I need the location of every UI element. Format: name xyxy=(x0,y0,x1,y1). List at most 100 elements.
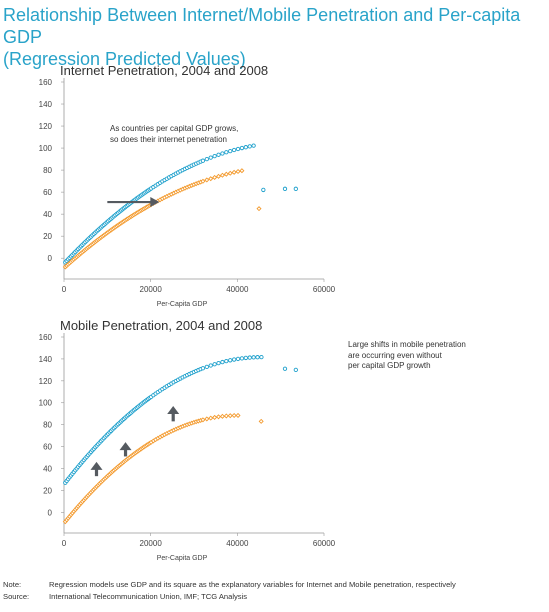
internet-annotation-line-2: so does their internet penetration xyxy=(110,134,227,144)
y-tick-label-mobile: 60 xyxy=(43,443,52,452)
data-point-mobile-series-0 xyxy=(282,366,288,371)
data-point-mobile-series-0 xyxy=(247,355,252,360)
data-point-internet-series-1 xyxy=(235,168,241,175)
arrow-mobile-0 xyxy=(90,461,103,477)
data-point-internet-series-0 xyxy=(212,154,217,159)
x-tick-label-mobile: 20000 xyxy=(140,539,163,548)
mobile-annotation-line-1: Large shifts in mobile penetration xyxy=(348,340,466,349)
data-point-internet-series-0 xyxy=(231,147,237,153)
internet-penetration-chart: 0 20 40 60 80 100 120 140 160 0 20000 40000 60000 Per… xyxy=(39,78,336,308)
data-point-mobile-series-1 xyxy=(231,412,237,419)
y-tick-label-mobile: 120 xyxy=(39,377,53,386)
arrow-internet-0 xyxy=(107,197,160,208)
data-point-mobile-series-0 xyxy=(231,357,237,362)
mobile-chart-title: Mobile Penetration, 2004 and 2008 xyxy=(60,318,263,333)
y-tick-label-mobile: 140 xyxy=(39,355,53,364)
data-point-mobile-series-1 xyxy=(208,415,214,421)
arrow-head xyxy=(167,406,180,415)
data-point-mobile-series-1 xyxy=(219,413,225,419)
data-point-mobile-series-0 xyxy=(251,355,256,360)
data-point-internet-series-0 xyxy=(243,145,248,150)
y-tick-label-internet: 160 xyxy=(39,78,53,87)
data-point-mobile-series-0 xyxy=(212,362,217,367)
data-point-internet-series-0 xyxy=(261,187,266,193)
mobile-annotation: Large shifts in mobile penetration are o… xyxy=(348,340,538,372)
x-tick-label-internet: 20000 xyxy=(140,285,163,294)
y-tick-label-mobile: 20 xyxy=(43,486,52,495)
internet-annotation: As countries per capital GDP grows, so d… xyxy=(110,124,290,145)
data-point-mobile-series-1 xyxy=(223,413,229,419)
page-title: Relationship Between Internet/Mobile Pen… xyxy=(3,4,543,70)
data-point-internet-series-1 xyxy=(215,173,222,179)
y-tick-label-internet: 100 xyxy=(39,144,53,153)
data-point-mobile-series-1 xyxy=(258,418,264,424)
y-tick-label-internet: 40 xyxy=(43,210,52,219)
data-point-internet-series-1 xyxy=(208,176,214,182)
data-point-mobile-series-1 xyxy=(215,414,222,420)
data-point-mobile-series-1 xyxy=(204,416,210,422)
data-point-mobile-series-0 xyxy=(228,358,233,363)
arrow-head xyxy=(150,197,160,208)
y-tick-label-internet: 140 xyxy=(39,100,53,109)
y-tick-label-internet: 120 xyxy=(39,122,53,131)
title-line-2: (Regression Predicted Values) xyxy=(3,49,246,69)
data-point-mobile-series-0 xyxy=(235,356,241,362)
x-tick-label-mobile: 40000 xyxy=(226,539,249,548)
arrow-mobile-1 xyxy=(119,442,132,457)
data-point-mobile-series-0 xyxy=(259,354,264,360)
y-tick-label-mobile: 40 xyxy=(43,464,52,473)
data-point-internet-series-0 xyxy=(216,152,221,157)
x-tick-label-internet: 0 xyxy=(62,285,67,294)
data-point-internet-series-0 xyxy=(247,144,252,149)
y-tick-label-mobile: 160 xyxy=(39,333,53,342)
mobile-annotation-line-2: are occurring even without xyxy=(348,350,442,360)
data-point-internet-series-1 xyxy=(212,174,218,180)
data-point-internet-series-1 xyxy=(256,206,262,212)
data-point-internet-series-1 xyxy=(239,168,245,174)
data-point-internet-series-0 xyxy=(282,186,288,191)
data-point-mobile-series-1 xyxy=(212,414,218,420)
arrow-mobile-2 xyxy=(167,406,180,422)
data-point-mobile-series-0 xyxy=(204,364,209,369)
data-point-internet-series-1 xyxy=(223,171,229,177)
data-point-internet-series-0 xyxy=(228,148,233,154)
source-text: International Telecommunication Union, I… xyxy=(49,592,248,601)
data-point-internet-series-0 xyxy=(204,156,209,162)
data-point-mobile-series-1 xyxy=(227,413,233,419)
data-point-internet-series-0 xyxy=(200,158,206,163)
data-point-internet-series-0 xyxy=(235,146,241,152)
x-axis-label-mobile: Per-Capita GDP xyxy=(157,555,208,562)
data-point-mobile-series-0 xyxy=(293,367,298,373)
note-line: Note: Regression models use GDP and its s… xyxy=(3,580,456,590)
title-line-1: Relationship Between Internet/Mobile Pen… xyxy=(3,5,521,47)
note-text: Regression models use GDP and its square… xyxy=(49,580,456,589)
data-point-mobile-series-0 xyxy=(239,356,245,361)
data-point-internet-series-0 xyxy=(208,155,213,160)
data-point-internet-series-1 xyxy=(227,170,233,176)
note-key: Note: xyxy=(3,580,22,589)
arrow-head xyxy=(90,461,103,470)
arrow-head xyxy=(119,442,132,451)
x-tick-label-internet: 60000 xyxy=(313,285,336,294)
x-tick-label-mobile: 60000 xyxy=(313,539,336,548)
data-point-internet-series-0 xyxy=(224,150,229,155)
data-point-internet-series-0 xyxy=(293,186,298,191)
x-tick-label-internet: 40000 xyxy=(226,285,249,294)
mobile-penetration-chart: 0 20 40 60 80 100 120 140 160 0 20000 40000 60000 Per… xyxy=(39,333,336,562)
x-tick-label-mobile: 0 xyxy=(62,539,67,548)
data-point-internet-series-0 xyxy=(220,151,225,156)
data-point-mobile-series-0 xyxy=(255,355,260,360)
data-point-mobile-series-1 xyxy=(235,412,241,418)
y-tick-label-internet: 0 xyxy=(48,254,53,263)
x-axis-label-internet: Per-Capita GDP xyxy=(157,301,208,308)
data-point-mobile-series-0 xyxy=(200,366,206,371)
data-point-internet-series-0 xyxy=(251,143,256,148)
y-tick-label-mobile: 80 xyxy=(43,421,52,430)
source-key: Source: xyxy=(3,592,30,601)
internet-chart-title: Internet Penetration, 2004 and 2008 xyxy=(60,63,269,78)
y-tick-label-internet: 20 xyxy=(43,232,52,241)
source-line: Source: International Telecommunication U… xyxy=(3,592,247,602)
data-point-internet-series-1 xyxy=(231,169,237,175)
mobile-annotation-line-3: per capital GDP growth xyxy=(348,361,431,370)
data-point-internet-series-1 xyxy=(204,177,210,183)
